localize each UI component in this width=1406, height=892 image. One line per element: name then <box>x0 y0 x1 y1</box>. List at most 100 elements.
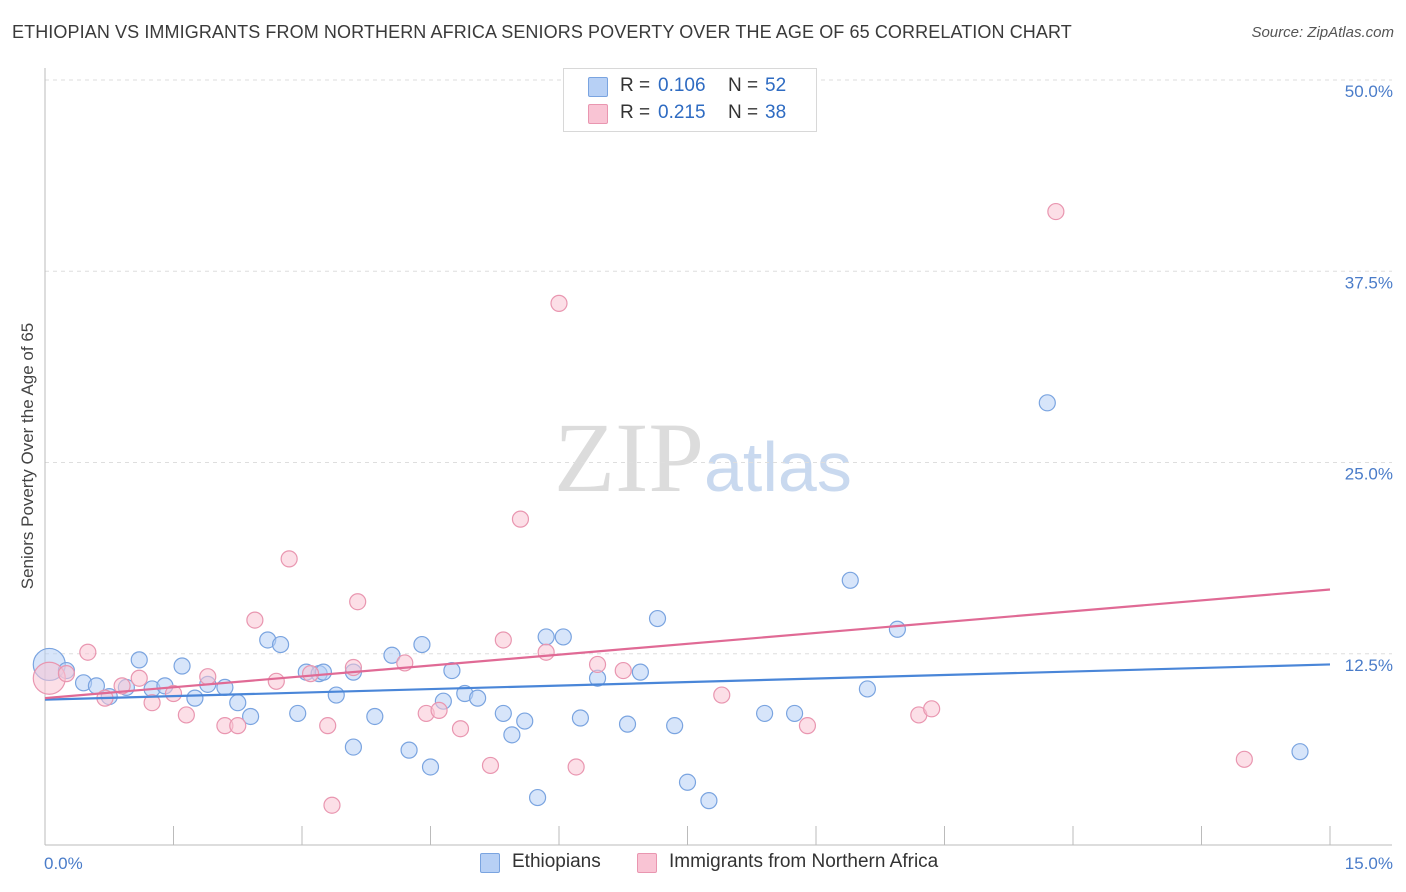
ethiopians-point <box>503 726 521 744</box>
legend-swatch-immigrants <box>588 104 608 124</box>
watermark-zip: ZIP <box>554 402 704 513</box>
immigrants-point <box>798 717 817 735</box>
immigrants-point <box>537 643 555 661</box>
axes <box>44 68 1392 846</box>
ethiopians-point <box>648 609 667 628</box>
immigrants-point <box>588 655 607 674</box>
y-tick-label: 12.5% <box>1345 656 1393 675</box>
legend-swatch-ethiopians <box>588 77 608 97</box>
grid-lines <box>45 79 1392 655</box>
ethiopians-point <box>841 571 859 589</box>
ethiopians-point <box>469 689 487 707</box>
ethiopians-point <box>400 741 418 759</box>
immigrants-point <box>143 694 161 712</box>
ethiopians-point <box>229 694 247 712</box>
immigrants-point <box>177 706 195 724</box>
immigrants-point <box>323 796 341 814</box>
ethiopians-point <box>554 628 572 646</box>
legend-n-value: 52 <box>765 75 787 96</box>
ethiopians-point <box>1291 743 1309 761</box>
immigrants-point <box>567 758 585 776</box>
y-tick-label: 25.0% <box>1345 465 1393 484</box>
x-tick-label: 0.0% <box>44 854 83 873</box>
immigrants-point <box>164 684 183 703</box>
immigrants-point <box>1047 202 1065 221</box>
immigrants-point <box>246 611 264 629</box>
immigrants-point <box>494 631 512 649</box>
immigrants-point <box>79 643 97 661</box>
ethiopians-point <box>289 704 307 723</box>
legend-n-value: 38 <box>765 102 787 123</box>
ethiopians-point <box>888 620 906 638</box>
immigrants-point <box>713 686 731 704</box>
ethiopians-point <box>537 628 555 646</box>
legend-n-label: N = <box>728 75 759 96</box>
immigrants-point <box>113 677 131 695</box>
ethiopians-point <box>666 717 684 735</box>
immigrants-point <box>199 668 217 686</box>
immigrants-point <box>923 700 941 718</box>
immigrants-point <box>550 294 568 312</box>
ethiopians-point <box>173 657 191 675</box>
bottom-legend-swatch-ethiopians <box>480 853 500 873</box>
legend-r-label: R = <box>620 75 651 96</box>
ethiopians-point <box>413 635 431 654</box>
ethiopians-point <box>242 707 260 726</box>
ethiopians-point <box>271 635 290 654</box>
watermark-atlas: atlas <box>704 428 852 506</box>
bottom-legend-swatch-immigrants <box>637 853 657 873</box>
ethiopians-point <box>186 689 204 707</box>
ethiopians-point <box>755 704 774 723</box>
immigrants-point <box>511 510 530 528</box>
ethiopians-trend-line <box>44 663 1331 701</box>
immigrants-point <box>267 672 285 690</box>
immigrants-point <box>614 661 632 680</box>
tick-labels: 12.5% 25.0% 37.5% 50.0% 0.0% 15.0% <box>44 82 1393 873</box>
ethiopians-point <box>421 758 440 776</box>
immigrants-trend-line <box>44 588 1331 700</box>
legend-r-label: R = <box>620 102 651 123</box>
ethiopians-point <box>383 646 401 664</box>
immigrants-point <box>280 550 298 568</box>
legend-r-value: 0.106 <box>658 75 706 96</box>
immigrants-point <box>451 720 470 738</box>
ethiopians-point <box>344 738 362 756</box>
immigrants-point <box>430 701 448 719</box>
ethiopians-point <box>678 773 697 791</box>
ethiopians-point <box>631 663 649 681</box>
ethiopians-point <box>366 707 384 726</box>
legend-n-label: N = <box>728 102 759 123</box>
ethiopians-point <box>494 704 512 723</box>
immigrants-point <box>57 665 76 683</box>
trend-lines <box>44 588 1331 701</box>
ethiopians-point <box>858 680 877 698</box>
y-tick-label: 50.0% <box>1345 82 1393 101</box>
ethiopians-point <box>1038 394 1056 412</box>
x-tick-label: 15.0% <box>1345 854 1393 873</box>
ethiopians-point <box>618 715 637 733</box>
chart-title: ETHIOPIAN VS IMMIGRANTS FROM NORTHERN AF… <box>12 22 1072 42</box>
immigrants-point <box>349 593 367 611</box>
legend: R = 0.106 N = 52 R = 0.215 N = 38 <box>563 68 817 132</box>
ethiopians-point <box>443 661 461 680</box>
ethiopians-point <box>327 686 345 704</box>
immigrants-point <box>301 665 320 683</box>
ethiopians-point <box>528 788 547 807</box>
immigrants-point <box>229 717 247 735</box>
legend-r-value: 0.215 <box>658 102 706 123</box>
immigrants-point <box>1235 750 1253 768</box>
ethiopians-point <box>571 709 590 727</box>
bottom-legend-label-ethiopians: Ethiopians <box>512 851 601 872</box>
ethiopians-point <box>785 704 804 723</box>
bottom-legend-label-immigrants: Immigrants from Northern Africa <box>669 851 939 872</box>
ethiopians-point <box>516 712 534 730</box>
source-label: Source: ZipAtlas.com <box>1251 24 1394 41</box>
immigrants-point <box>319 717 337 735</box>
data-points <box>32 202 1309 814</box>
ethiopians-point <box>700 792 718 810</box>
immigrants-point <box>130 669 148 687</box>
ethiopians-point <box>130 651 148 669</box>
y-tick-label: 37.5% <box>1345 273 1393 292</box>
immigrants-point <box>481 756 500 775</box>
